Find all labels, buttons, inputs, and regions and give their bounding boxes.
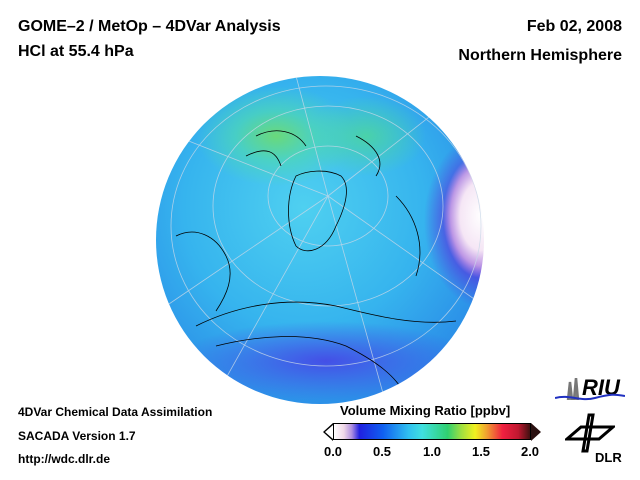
map-subtitle: HCl at 55.4 hPa xyxy=(18,43,134,60)
map-date: Feb 02, 2008 xyxy=(526,18,622,35)
footer-line-1: 4DVar Chemical Data Assimilation xyxy=(18,405,213,419)
colorbar-tick: 1.5 xyxy=(471,444,491,459)
colorbar-over-arrow xyxy=(531,423,541,441)
colorbar-title: Volume Mixing Ratio [ppbv] xyxy=(340,403,511,418)
colorbar-tick: 0.5 xyxy=(372,444,392,459)
dlr-logo-text: DLR xyxy=(595,450,622,465)
coastlines xyxy=(175,130,457,397)
dlr-logo-icon xyxy=(565,413,615,453)
footer-url: http://wdc.dlr.de xyxy=(18,452,110,466)
map-title: GOME–2 / MetOp – 4DVar Analysis xyxy=(18,18,281,35)
map-region: Northern Hemisphere xyxy=(458,47,622,64)
colorbar-under-arrow xyxy=(323,423,333,441)
colorbar-tick: 1.0 xyxy=(422,444,442,459)
riu-wave-icon xyxy=(555,393,625,401)
graticule xyxy=(165,76,484,404)
riu-logo-icon xyxy=(566,378,580,400)
colorbar-tick: 0.0 xyxy=(323,444,343,459)
colorbar-tick: 2.0 xyxy=(520,444,540,459)
colorbar xyxy=(333,423,531,440)
globe-map xyxy=(156,76,484,404)
footer-line-2: SACADA Version 1.7 xyxy=(18,429,136,443)
